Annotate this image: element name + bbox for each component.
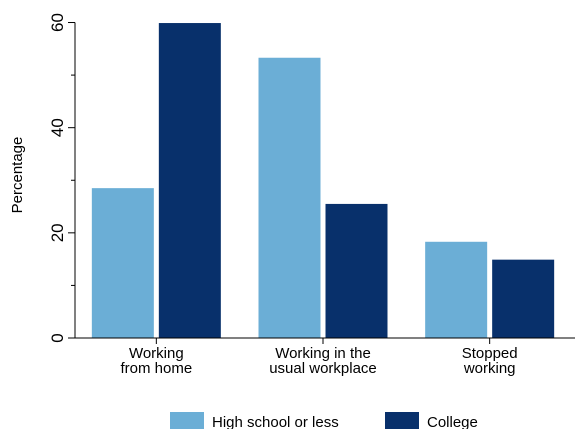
bar <box>425 241 488 338</box>
bar <box>158 23 221 339</box>
y-tick-label: 0 <box>48 333 67 342</box>
y-tick-label: 40 <box>48 118 67 137</box>
bar <box>492 259 555 338</box>
legend-label: College <box>427 414 478 429</box>
x-tick-label: usual workplace <box>269 360 377 377</box>
x-tick-label: from home <box>120 360 192 377</box>
y-axis-label: Percentage <box>9 137 26 214</box>
bar <box>91 188 154 338</box>
bar <box>325 203 388 338</box>
legend-swatch <box>170 412 204 429</box>
bars <box>91 23 555 339</box>
x-tick-label: Stopped <box>462 345 518 362</box>
x-tick-label: Working <box>129 345 184 362</box>
y-axis: 0 20 40 60 <box>48 13 76 343</box>
y-tick-label: 60 <box>48 13 67 32</box>
legend-swatch <box>385 412 419 429</box>
legend-label: High school or less <box>212 414 339 429</box>
x-tick-label: Working in the <box>275 345 371 362</box>
y-tick-label: 20 <box>48 223 67 242</box>
legend: High school or less College <box>170 412 478 429</box>
x-tick-label: working <box>463 360 516 377</box>
bar <box>258 57 321 338</box>
